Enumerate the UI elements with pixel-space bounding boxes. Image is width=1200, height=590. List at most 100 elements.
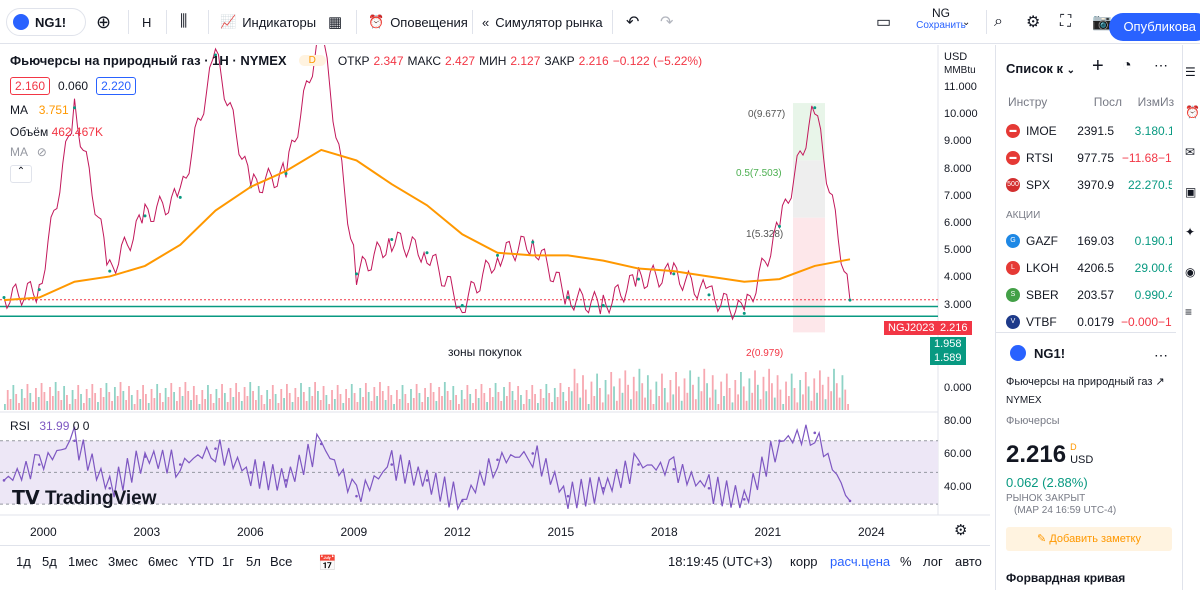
price-point (813, 106, 817, 110)
volume-bar (286, 384, 288, 410)
fullscreen-icon[interactable]: ▭ (876, 14, 892, 31)
indicators-button[interactable]: 📈 Индикаторы (220, 8, 316, 36)
volume-bar (102, 397, 105, 410)
fib-zone-mid (793, 160, 825, 218)
percent-toggle[interactable]: % (900, 554, 912, 569)
col-change[interactable]: Изм (1137, 95, 1160, 109)
watchlist-row[interactable]: V VTBF 0.0179 −0.000−1. (996, 311, 1176, 333)
details-name[interactable]: Фьючерсы на природный газ ↗ (1006, 375, 1165, 388)
volume-bar (339, 394, 342, 410)
price-point (496, 253, 499, 257)
range-button[interactable]: 6мес (148, 554, 178, 569)
volume-bar (257, 386, 260, 410)
col-last[interactable]: Посл (1093, 95, 1122, 109)
chat-icon[interactable]: ✉ (1185, 145, 1196, 159)
watchlist-row[interactable]: ▬ IMOE 2391.5 3.18 0.1 (996, 120, 1176, 142)
redo-icon[interactable]: ↷ (660, 14, 674, 31)
watchlist-row[interactable]: S SBER 203.57 0.99 0.4 (996, 284, 1176, 306)
layouts-icon[interactable]: ▦ (328, 14, 343, 31)
volume-bar (12, 385, 15, 410)
volume-bar (613, 386, 615, 410)
chart-area[interactable]: Фьючерсы на природный газ · 1Н · NYMEX D… (0, 27, 990, 545)
alerts-button[interactable]: ⏰ Оповещения (368, 8, 468, 36)
watchlist-row[interactable]: ▬ RTSI 977.75 −11.68−1. (996, 147, 1176, 169)
volume-bar (43, 392, 46, 410)
details-symbol: NG1! (1034, 345, 1066, 361)
row-pct: 0.4 (1158, 288, 1172, 302)
add-icon[interactable]: + (1092, 55, 1104, 77)
bid-price[interactable]: 2.160 (10, 77, 51, 95)
volume-bar (830, 391, 833, 410)
add-note-button[interactable]: ✎ Добавить заметку (1006, 527, 1172, 551)
range-button[interactable]: YTD (188, 554, 214, 569)
publish-button[interactable]: Опубликова (1109, 13, 1200, 41)
volume-bar (415, 384, 418, 410)
search-icon[interactable]: ⌕ (994, 13, 1003, 30)
volume-bar (181, 396, 184, 410)
range-button[interactable]: 3мес (108, 554, 138, 569)
corr-toggle[interactable]: корр (790, 554, 818, 569)
volume-bar (756, 384, 759, 410)
range-button[interactable]: 1мес (68, 554, 98, 569)
range-button[interactable]: 5л (246, 554, 261, 569)
volume-bar (192, 386, 195, 410)
volume-bar (288, 393, 291, 410)
alarm-icon[interactable]: ⏰ (1185, 105, 1200, 119)
volume-bar (570, 391, 573, 410)
rsi-point (848, 499, 852, 503)
replay-button[interactable]: « Симулятор рынка (482, 8, 603, 36)
ask-price[interactable]: 2.220 (96, 77, 137, 95)
volume-bar (85, 389, 88, 410)
range-button[interactable]: Все (270, 554, 293, 569)
signal-icon[interactable]: ◉ (1185, 265, 1196, 279)
col-pct[interactable]: Из (1160, 95, 1174, 109)
grid-icon[interactable]: ⛶ (1060, 13, 1072, 30)
volume-legend: Объём 462.467K (10, 125, 103, 139)
price-series (3, 27, 851, 321)
range-button[interactable]: 1г (222, 554, 234, 569)
ma-line (3, 148, 851, 302)
auto-toggle[interactable]: авто (955, 554, 982, 569)
volume-bar (802, 394, 804, 410)
range-button[interactable]: 5д (42, 554, 57, 569)
currency-label[interactable]: USD (944, 51, 968, 63)
interval-button[interactable]: Н (142, 14, 152, 30)
symbol-search[interactable]: NG1! (6, 8, 86, 36)
watchlist-row[interactable]: G GAZF 169.03 0.19 0.1 (996, 230, 1176, 252)
clock[interactable]: 18:19:45 (UTC+3) (668, 554, 773, 569)
ideas-icon[interactable]: ✦ (1185, 225, 1196, 239)
volume-bar (596, 373, 598, 410)
compare-add-icon[interactable]: ⊕ (96, 11, 112, 32)
volume-bar (119, 382, 122, 410)
col-symbol[interactable]: Инстру (1008, 95, 1048, 109)
undo-icon[interactable]: ↶ (626, 14, 640, 31)
more-icon[interactable]: ⋯ (1154, 347, 1168, 363)
log-toggle[interactable]: лог (923, 554, 943, 569)
date-range-icon[interactable]: 📅 (318, 555, 337, 572)
eye-off-icon[interactable]: ⊘ (36, 145, 47, 159)
range-button[interactable]: 1д (16, 554, 31, 569)
chevron-down-icon[interactable]: ⌄ (962, 16, 971, 28)
layout-save[interactable]: NG Сохранить (906, 6, 976, 31)
adj-toggle[interactable]: расч.цена (830, 554, 891, 569)
volume-bar (370, 401, 373, 410)
layers-icon[interactable]: ≡ (1185, 305, 1193, 319)
volume-bar (51, 396, 54, 410)
more-icon[interactable]: ⋯ (1154, 57, 1168, 73)
volume-bar (300, 383, 302, 410)
volume-bar (37, 397, 40, 410)
chart-type-icon[interactable]: ⫼ (180, 13, 188, 30)
gear-icon[interactable]: ⚙ (954, 522, 968, 539)
fib-level-05: 0.5(7.503) (736, 168, 782, 179)
watchlist-icon[interactable]: ☰ (1185, 65, 1196, 79)
collapse-legend-icon[interactable]: ⌃ (10, 165, 32, 183)
camera-icon[interactable]: 📷 (1092, 14, 1112, 31)
watchlist-title[interactable]: Список к ⌄ (1006, 61, 1075, 76)
watchlist-row[interactable]: L LKOH 4206.5 29.0 0.6 (996, 257, 1176, 279)
watchlist-row[interactable]: 500 SPX 3970.9 22.27 0.5 (996, 174, 1176, 196)
calendar-icon[interactable]: ▣ (1185, 185, 1197, 199)
rsi-point (178, 463, 182, 466)
price-chart[interactable] (0, 27, 990, 545)
chart-pie-icon[interactable]: ◔ (1122, 57, 1132, 74)
gear-icon[interactable]: ⚙ (1026, 14, 1041, 31)
